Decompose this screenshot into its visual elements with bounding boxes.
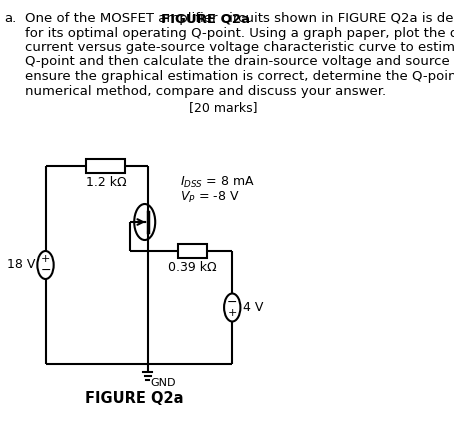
Bar — [178, 244, 207, 258]
Circle shape — [134, 204, 155, 240]
Text: −: − — [40, 264, 51, 277]
Text: 4 V: 4 V — [243, 301, 263, 314]
Text: One of the MOSFET amplifier circuits shown in FIGURE Q2a is designed: One of the MOSFET amplifier circuits sho… — [25, 12, 454, 25]
Text: $V_P$ = -8 V: $V_P$ = -8 V — [180, 190, 239, 204]
Text: GND: GND — [151, 378, 176, 388]
Text: 1.2 kΩ: 1.2 kΩ — [86, 176, 126, 189]
Text: +: + — [227, 308, 237, 318]
Circle shape — [37, 251, 54, 279]
Text: +: + — [41, 254, 50, 264]
Bar — [86, 159, 125, 173]
Text: a.: a. — [5, 12, 17, 25]
Text: FIGURE Q2a: FIGURE Q2a — [85, 391, 183, 406]
Text: for its optimal operating Q-point. Using a graph paper, plot the drain-source: for its optimal operating Q-point. Using… — [25, 26, 454, 39]
Text: ensure the graphical estimation is correct, determine the Q-point using: ensure the graphical estimation is corre… — [25, 70, 454, 83]
Circle shape — [224, 293, 241, 322]
Text: $I_{DSS}$ = 8 mA: $I_{DSS}$ = 8 mA — [180, 174, 255, 190]
Text: current versus gate-source voltage characteristic curve to estimate the: current versus gate-source voltage chara… — [25, 41, 454, 54]
Text: −: − — [227, 296, 237, 309]
Text: 18 V: 18 V — [7, 259, 35, 272]
Text: numerical method, compare and discuss your answer.: numerical method, compare and discuss yo… — [25, 85, 385, 98]
Text: Q-point and then calculate the drain-source voltage and source voltage. To: Q-point and then calculate the drain-sou… — [25, 56, 454, 69]
Text: [20 marks]: [20 marks] — [189, 101, 258, 114]
Text: 0.39 kΩ: 0.39 kΩ — [168, 261, 217, 274]
Text: FIGURE Q2a: FIGURE Q2a — [161, 12, 250, 25]
